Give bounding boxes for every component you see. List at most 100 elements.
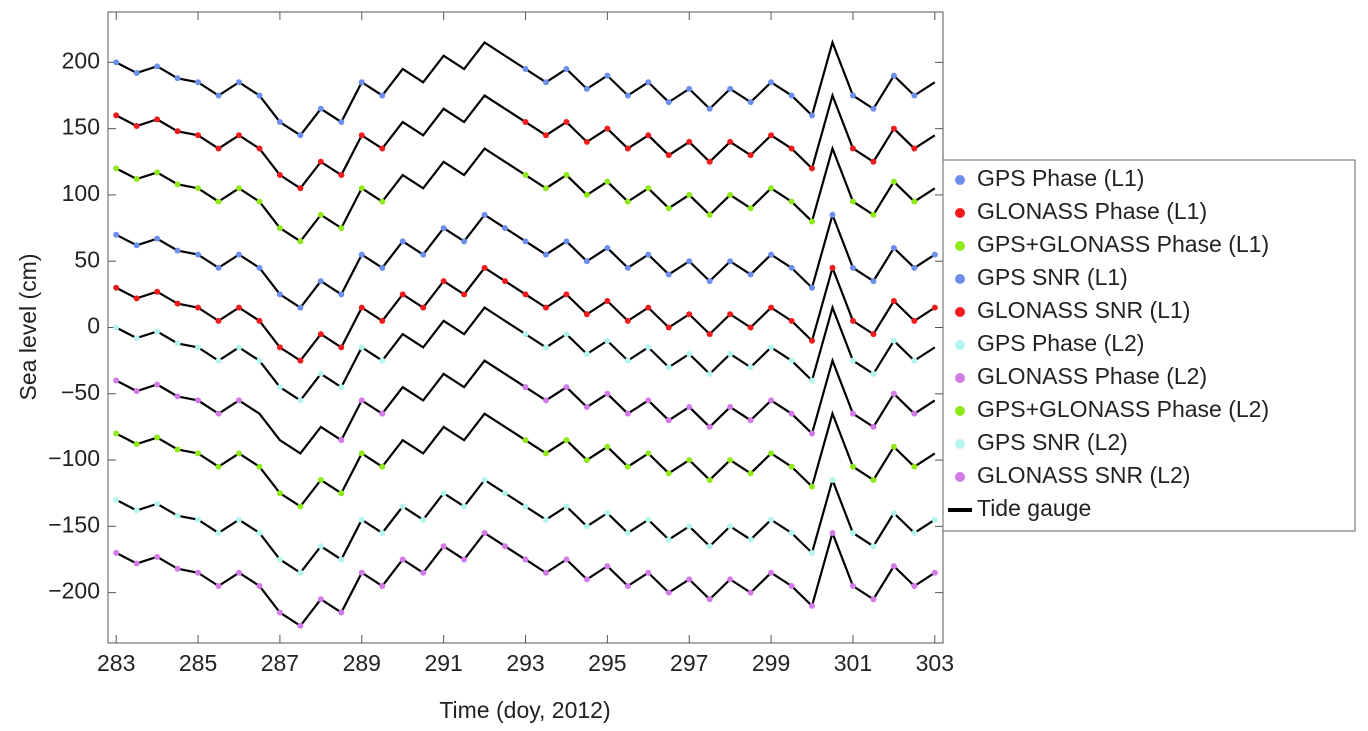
data-point	[788, 582, 795, 589]
data-point	[297, 238, 304, 245]
data-point	[481, 476, 488, 483]
data-point	[890, 297, 897, 304]
data-point	[604, 244, 611, 251]
data-point	[256, 92, 263, 99]
data-point	[890, 337, 897, 344]
data-point	[849, 92, 856, 99]
data-point	[481, 264, 488, 271]
data-point	[522, 384, 529, 391]
data-point	[133, 69, 140, 76]
data-point	[788, 92, 795, 99]
data-point	[645, 79, 652, 86]
y-tick-label: 100	[62, 180, 100, 206]
data-point	[317, 105, 324, 112]
data-point	[542, 450, 549, 457]
data-point	[645, 304, 652, 311]
data-point	[297, 397, 304, 404]
data-point	[195, 79, 202, 86]
data-point	[133, 388, 140, 395]
data-point	[276, 291, 283, 298]
data-point	[665, 536, 672, 543]
data-point	[317, 476, 324, 483]
data-point	[154, 328, 161, 335]
data-point	[338, 556, 345, 563]
data-point	[624, 582, 631, 589]
data-point	[686, 523, 693, 530]
data-point	[297, 132, 304, 139]
tide-line	[115, 410, 936, 508]
data-point	[379, 410, 386, 417]
data-point	[461, 238, 468, 245]
data-point	[563, 556, 570, 563]
data-point	[870, 370, 877, 377]
x-tick-label: 287	[261, 650, 299, 676]
data-point	[399, 556, 406, 563]
data-point	[502, 225, 509, 232]
legend-label: GPS+GLONASS Phase (L2)	[977, 396, 1269, 422]
data-point	[727, 191, 734, 198]
data-point	[379, 198, 386, 205]
data-point	[665, 99, 672, 106]
legend-label: GLONASS Phase (L1)	[977, 198, 1207, 224]
data-point	[890, 563, 897, 570]
x-tick-label: 295	[588, 650, 626, 676]
data-point	[399, 291, 406, 298]
data-point	[583, 404, 590, 411]
data-point	[317, 370, 324, 377]
data-point	[113, 430, 120, 437]
data-point	[849, 317, 856, 324]
data-point	[747, 152, 754, 159]
data-point	[931, 516, 938, 523]
data-point	[768, 251, 775, 258]
data-point	[256, 145, 263, 152]
data-point	[604, 443, 611, 450]
data-point	[809, 284, 816, 291]
data-point	[911, 463, 918, 470]
data-point	[235, 569, 242, 576]
data-point	[256, 463, 263, 470]
data-point	[706, 211, 713, 218]
data-point	[931, 251, 938, 258]
data-point	[768, 450, 775, 457]
data-point	[522, 556, 529, 563]
data-point	[338, 344, 345, 351]
data-point	[686, 85, 693, 92]
data-point	[215, 582, 222, 589]
data-point	[788, 317, 795, 324]
data-point	[522, 119, 529, 126]
data-point	[195, 185, 202, 192]
data-point	[154, 553, 161, 560]
data-point	[624, 410, 631, 417]
data-point	[911, 317, 918, 324]
data-point	[235, 344, 242, 351]
data-point	[809, 549, 816, 556]
data-point	[215, 264, 222, 271]
legend-box	[942, 159, 1356, 532]
data-point	[420, 516, 427, 523]
data-point	[297, 357, 304, 364]
data-point	[195, 132, 202, 139]
data-point	[624, 92, 631, 99]
data-point	[235, 304, 242, 311]
data-point	[768, 569, 775, 576]
legend-marker	[955, 439, 965, 449]
data-point	[420, 251, 427, 258]
data-point	[154, 63, 161, 70]
data-point	[727, 523, 734, 530]
data-point	[686, 191, 693, 198]
x-tick-label: 289	[343, 650, 381, 676]
data-point	[440, 490, 447, 497]
data-point	[276, 384, 283, 391]
tide-line	[115, 529, 936, 628]
data-point	[788, 264, 795, 271]
data-point	[276, 490, 283, 497]
plot-frame	[107, 11, 944, 644]
data-point	[583, 576, 590, 583]
data-point	[645, 450, 652, 457]
data-point	[931, 569, 938, 576]
data-point	[849, 264, 856, 271]
data-point	[809, 337, 816, 344]
data-point	[788, 145, 795, 152]
data-point	[338, 437, 345, 444]
data-point	[461, 503, 468, 510]
